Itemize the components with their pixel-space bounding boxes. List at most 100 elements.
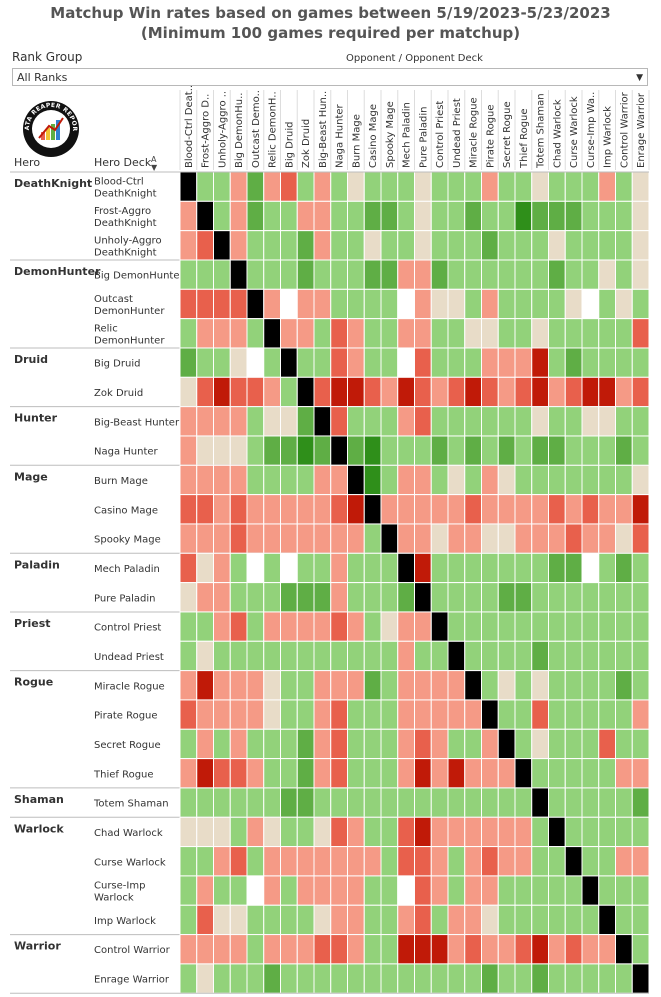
heatmap-cell[interactable]: [296, 288, 315, 320]
heatmap-cell[interactable]: [263, 435, 281, 466]
heatmap-cell[interactable]: [179, 318, 198, 349]
heatmap-cell[interactable]: [363, 787, 382, 818]
heatmap-cell[interactable]: [497, 406, 516, 437]
heatmap-cell[interactable]: [280, 904, 298, 936]
heatmap-cell[interactable]: [330, 171, 348, 202]
heatmap-cell[interactable]: [280, 875, 298, 906]
heatmap-cell[interactable]: [430, 171, 449, 202]
heatmap-cell[interactable]: [514, 582, 533, 613]
heatmap-cell[interactable]: [581, 435, 600, 466]
heatmap-cell[interactable]: [213, 582, 231, 613]
heatmap-cell[interactable]: [246, 464, 265, 496]
heatmap-cell[interactable]: [196, 934, 214, 965]
heatmap-cell[interactable]: [631, 347, 650, 378]
heatmap-cell[interactable]: [229, 728, 248, 760]
heatmap-cell[interactable]: [380, 904, 399, 936]
heatmap-cell[interactable]: [313, 552, 332, 584]
heatmap-cell[interactable]: [430, 963, 449, 994]
heatmap-cell[interactable]: [229, 787, 248, 818]
heatmap-cell[interactable]: [497, 376, 516, 408]
heatmap-cell[interactable]: [196, 464, 214, 496]
heatmap-cell[interactable]: [481, 406, 499, 437]
heatmap-cell[interactable]: [564, 728, 583, 760]
heatmap-cell[interactable]: [280, 758, 298, 789]
heatmap-cell[interactable]: [548, 494, 566, 525]
heatmap-cell[interactable]: [514, 846, 533, 877]
heatmap-cell[interactable]: [514, 875, 533, 906]
heatmap-cell[interactable]: [347, 787, 365, 818]
heatmap-cell[interactable]: [363, 846, 382, 877]
heatmap-cell[interactable]: [313, 758, 332, 789]
heatmap-cell[interactable]: [514, 435, 533, 466]
heatmap-cell[interactable]: [263, 582, 281, 613]
heatmap-cell[interactable]: [447, 670, 466, 701]
heatmap-cell[interactable]: [631, 552, 650, 584]
heatmap-cell[interactable]: [464, 875, 482, 906]
heatmap-cell[interactable]: [464, 611, 482, 642]
heatmap-cell[interactable]: [313, 376, 332, 408]
heatmap-cell[interactable]: [397, 875, 415, 906]
heatmap-cell[interactable]: [548, 288, 566, 320]
heatmap-cell[interactable]: [330, 288, 348, 320]
heatmap-cell[interactable]: [615, 552, 633, 584]
heatmap-cell[interactable]: [430, 699, 449, 730]
heatmap-cell[interactable]: [564, 699, 583, 730]
heatmap-cell[interactable]: [548, 552, 566, 584]
heatmap-cell[interactable]: [481, 728, 499, 760]
heatmap-cell[interactable]: [497, 934, 516, 965]
heatmap-cell[interactable]: [313, 494, 332, 525]
heatmap-cell[interactable]: [615, 816, 633, 848]
heatmap-cell[interactable]: [296, 846, 315, 877]
heatmap-cell[interactable]: [179, 435, 198, 466]
heatmap-cell[interactable]: [414, 816, 432, 848]
heatmap-cell[interactable]: [330, 406, 348, 437]
heatmap-cell[interactable]: [263, 670, 281, 701]
heatmap-cell[interactable]: [531, 552, 549, 584]
heatmap-cell[interactable]: [581, 259, 600, 290]
heatmap-cell[interactable]: [330, 728, 348, 760]
heatmap-cell[interactable]: [514, 934, 533, 965]
heatmap-cell[interactable]: [246, 523, 265, 554]
heatmap-cell[interactable]: [414, 582, 432, 613]
heatmap-cell[interactable]: [280, 288, 298, 320]
sort-icon[interactable]: A ▼: [151, 155, 158, 172]
heatmap-cell[interactable]: [497, 171, 516, 202]
heatmap-cell[interactable]: [280, 552, 298, 584]
heatmap-cell[interactable]: [414, 611, 432, 642]
heatmap-cell[interactable]: [313, 230, 332, 261]
heatmap-cell[interactable]: [347, 875, 365, 906]
heatmap-cell[interactable]: [397, 787, 415, 818]
heatmap-cell[interactable]: [213, 494, 231, 525]
heatmap-cell[interactable]: [397, 435, 415, 466]
heatmap-cell[interactable]: [531, 934, 549, 965]
heatmap-cell[interactable]: [598, 582, 616, 613]
heatmap-cell[interactable]: [347, 288, 365, 320]
heatmap-cell[interactable]: [179, 347, 198, 378]
heatmap-cell[interactable]: [263, 728, 281, 760]
heatmap-cell[interactable]: [347, 171, 365, 202]
heatmap-cell[interactable]: [280, 963, 298, 994]
heatmap-cell[interactable]: [548, 200, 566, 232]
heatmap-cell[interactable]: [581, 347, 600, 378]
heatmap-cell[interactable]: [213, 640, 231, 672]
heatmap-cell[interactable]: [263, 611, 281, 642]
heatmap-cell[interactable]: [213, 875, 231, 906]
heatmap-cell[interactable]: [196, 347, 214, 378]
heatmap-cell[interactable]: [213, 464, 231, 496]
heatmap-cell[interactable]: [631, 494, 650, 525]
heatmap-cell[interactable]: [280, 611, 298, 642]
heatmap-cell[interactable]: [430, 259, 449, 290]
heatmap-cell[interactable]: [263, 318, 281, 349]
heatmap-cell[interactable]: [481, 288, 499, 320]
heatmap-cell[interactable]: [179, 816, 198, 848]
heatmap-cell[interactable]: [564, 259, 583, 290]
heatmap-cell[interactable]: [296, 640, 315, 672]
heatmap-cell[interactable]: [330, 787, 348, 818]
heatmap-cell[interactable]: [330, 376, 348, 408]
heatmap-cell[interactable]: [397, 758, 415, 789]
heatmap-cell[interactable]: [179, 640, 198, 672]
heatmap-cell[interactable]: [581, 963, 600, 994]
heatmap-cell[interactable]: [179, 200, 198, 232]
heatmap-cell[interactable]: [631, 875, 650, 906]
heatmap-cell[interactable]: [347, 699, 365, 730]
